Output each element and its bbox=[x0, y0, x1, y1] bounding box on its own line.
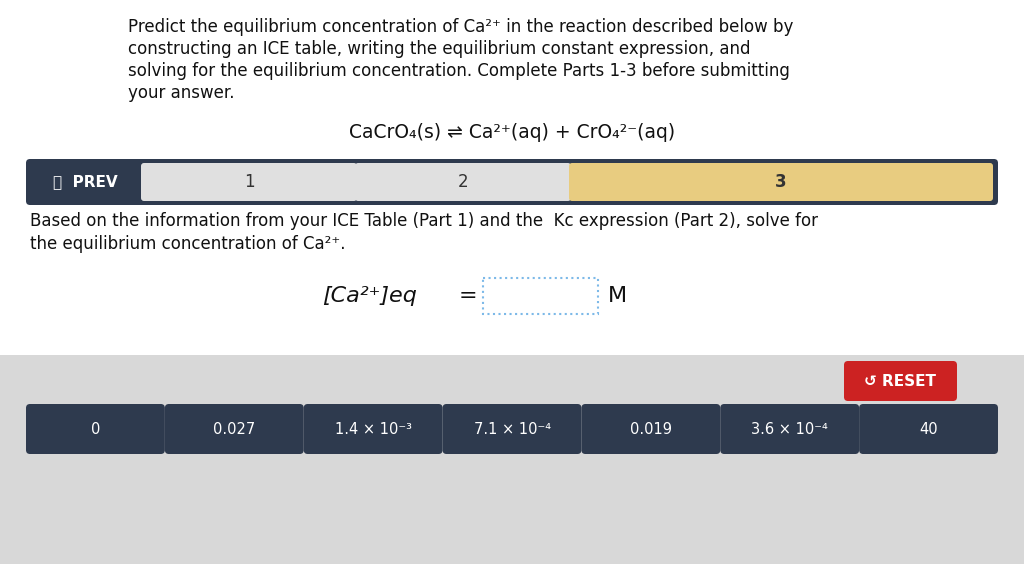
Text: constructing an ICE table, writing the equilibrium constant expression, and: constructing an ICE table, writing the e… bbox=[128, 40, 751, 58]
Text: 1: 1 bbox=[244, 173, 254, 191]
Text: 0: 0 bbox=[91, 421, 100, 437]
FancyBboxPatch shape bbox=[26, 159, 998, 205]
FancyBboxPatch shape bbox=[844, 361, 957, 401]
Text: =: = bbox=[459, 286, 477, 306]
Text: 〈  PREV: 〈 PREV bbox=[52, 174, 118, 190]
Text: ↺ RESET: ↺ RESET bbox=[864, 373, 937, 389]
FancyBboxPatch shape bbox=[569, 163, 993, 201]
FancyBboxPatch shape bbox=[0, 355, 1024, 564]
Text: the equilibrium concentration of Ca²⁺.: the equilibrium concentration of Ca²⁺. bbox=[30, 235, 345, 253]
FancyBboxPatch shape bbox=[859, 404, 998, 454]
Text: your answer.: your answer. bbox=[128, 84, 234, 102]
Text: 7.1 × 10⁻⁴: 7.1 × 10⁻⁴ bbox=[473, 421, 551, 437]
Text: Based on the information from your ICE Table (Part 1) and the  Kc expression (Pa: Based on the information from your ICE T… bbox=[30, 212, 818, 230]
FancyBboxPatch shape bbox=[483, 278, 598, 314]
Text: [Ca²⁺]eq: [Ca²⁺]eq bbox=[322, 286, 417, 306]
FancyBboxPatch shape bbox=[720, 404, 859, 454]
FancyBboxPatch shape bbox=[165, 404, 304, 454]
Text: M: M bbox=[608, 286, 627, 306]
FancyBboxPatch shape bbox=[355, 163, 571, 201]
Text: 3: 3 bbox=[775, 173, 786, 191]
Text: 40: 40 bbox=[920, 421, 938, 437]
FancyBboxPatch shape bbox=[304, 404, 442, 454]
Text: Predict the equilibrium concentration of Ca²⁺ in the reaction described below by: Predict the equilibrium concentration of… bbox=[128, 18, 794, 36]
Text: 0.027: 0.027 bbox=[213, 421, 255, 437]
FancyBboxPatch shape bbox=[26, 404, 165, 454]
Text: solving for the equilibrium concentration. Complete Parts 1-3 before submitting: solving for the equilibrium concentratio… bbox=[128, 62, 790, 80]
FancyBboxPatch shape bbox=[442, 404, 582, 454]
FancyBboxPatch shape bbox=[0, 0, 1024, 355]
Text: 3.6 × 10⁻⁴: 3.6 × 10⁻⁴ bbox=[752, 421, 828, 437]
FancyBboxPatch shape bbox=[141, 163, 357, 201]
Text: CaCrO₄(s) ⇌ Ca²⁺(aq) + CrO₄²⁻(aq): CaCrO₄(s) ⇌ Ca²⁺(aq) + CrO₄²⁻(aq) bbox=[349, 122, 675, 142]
FancyBboxPatch shape bbox=[582, 404, 720, 454]
Text: 1.4 × 10⁻³: 1.4 × 10⁻³ bbox=[335, 421, 412, 437]
Text: 2: 2 bbox=[458, 173, 468, 191]
Text: 0.019: 0.019 bbox=[630, 421, 672, 437]
